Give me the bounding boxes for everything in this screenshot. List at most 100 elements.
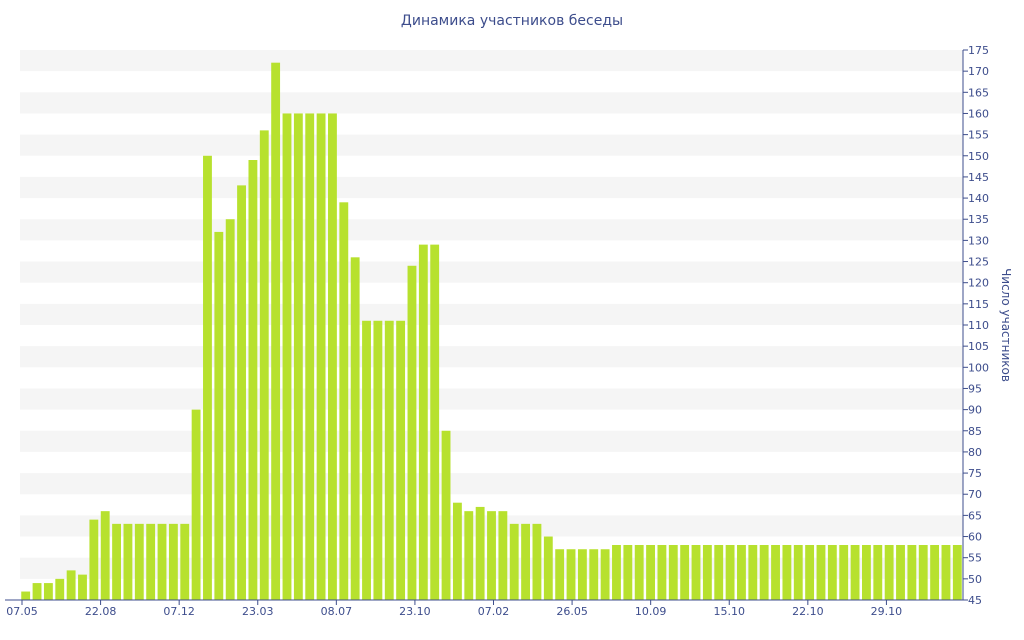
bar[interactable]	[316, 113, 326, 601]
bar[interactable]	[373, 320, 383, 600]
bar[interactable]	[941, 545, 951, 600]
bar[interactable]	[248, 160, 258, 600]
bar[interactable]	[634, 545, 644, 600]
bar[interactable]	[384, 320, 394, 600]
bar[interactable]	[237, 185, 246, 600]
y-tick-label: 45	[968, 594, 982, 607]
bar[interactable]	[271, 62, 281, 600]
bar[interactable]	[543, 536, 553, 600]
bar[interactable]	[521, 523, 531, 600]
bar[interactable]	[612, 545, 621, 600]
bar[interactable]	[225, 219, 235, 601]
bar[interactable]	[555, 549, 565, 600]
bar[interactable]	[884, 545, 894, 600]
bar[interactable]	[771, 545, 780, 600]
bar[interactable]	[350, 257, 360, 600]
bar[interactable]	[43, 583, 53, 600]
bar[interactable]	[896, 545, 905, 600]
bar[interactable]	[839, 545, 849, 600]
bar[interactable]	[55, 578, 65, 600]
bar[interactable]	[850, 545, 860, 600]
x-tick-label: 29.10	[871, 605, 903, 618]
grid-band	[20, 303, 963, 325]
y-tick-label: 170	[968, 65, 989, 78]
bar[interactable]	[702, 545, 712, 600]
bar[interactable]	[589, 549, 599, 600]
y-tick-label: 135	[968, 213, 989, 226]
bar[interactable]	[725, 545, 735, 600]
bar[interactable]	[100, 511, 110, 600]
bar[interactable]	[112, 523, 121, 600]
bar[interactable]	[396, 320, 406, 600]
bar[interactable]	[816, 545, 826, 600]
bar[interactable]	[873, 545, 883, 600]
bar[interactable]	[566, 549, 576, 600]
bar[interactable]	[759, 545, 769, 600]
bar[interactable]	[259, 130, 269, 600]
bar[interactable]	[930, 545, 940, 600]
bars	[21, 62, 962, 601]
x-tick-label: 07.02	[478, 605, 510, 618]
y-tick-label: 65	[968, 509, 982, 522]
bar[interactable]	[452, 502, 462, 600]
bar[interactable]	[214, 231, 224, 601]
bar[interactable]	[282, 113, 292, 601]
bar[interactable]	[600, 549, 610, 600]
bar[interactable]	[339, 202, 349, 600]
bar[interactable]	[293, 113, 303, 601]
x-tick-label: 07.12	[163, 605, 195, 618]
bar[interactable]	[89, 519, 99, 600]
bar[interactable]	[577, 549, 587, 600]
bar[interactable]	[441, 430, 451, 600]
bar[interactable]	[952, 545, 962, 600]
bar[interactable]	[78, 574, 87, 600]
bar[interactable]	[827, 545, 837, 600]
bar[interactable]	[146, 523, 156, 600]
bar[interactable]	[782, 545, 792, 600]
bar[interactable]	[168, 523, 178, 600]
bar[interactable]	[191, 409, 201, 600]
bar[interactable]	[418, 244, 428, 600]
bar[interactable]	[157, 523, 167, 600]
bar[interactable]	[123, 523, 133, 600]
y-tick-label: 110	[968, 319, 989, 332]
bar[interactable]	[464, 511, 474, 600]
bar[interactable]	[748, 545, 758, 600]
bar[interactable]	[509, 523, 519, 600]
bar[interactable]	[691, 545, 701, 600]
x-tick-label: 07.05	[6, 605, 38, 618]
bar[interactable]	[737, 545, 746, 600]
bar[interactable]	[487, 511, 496, 600]
bar[interactable]	[714, 545, 724, 600]
bar[interactable]	[680, 545, 690, 600]
bar[interactable]	[805, 545, 815, 600]
bar[interactable]	[203, 155, 212, 600]
y-tick-label: 75	[968, 467, 982, 480]
bar[interactable]	[623, 545, 633, 600]
bar[interactable]	[305, 113, 315, 601]
bar[interactable]	[66, 570, 76, 600]
y-axis-label: Число участников	[999, 268, 1013, 382]
bar[interactable]	[918, 545, 928, 600]
bar[interactable]	[328, 113, 337, 601]
bar[interactable]	[668, 545, 678, 600]
bar[interactable]	[475, 506, 485, 600]
bar[interactable]	[532, 523, 542, 600]
y-tick-label: 55	[968, 552, 982, 565]
bar[interactable]	[21, 591, 31, 600]
bar[interactable]	[793, 545, 803, 600]
bar[interactable]	[646, 545, 655, 600]
bar[interactable]	[407, 265, 417, 600]
bar[interactable]	[430, 244, 440, 600]
bar[interactable]	[657, 545, 667, 600]
bar[interactable]	[498, 511, 508, 600]
y-tick-label: 50	[968, 573, 982, 586]
bar[interactable]	[134, 523, 144, 600]
bar[interactable]	[180, 523, 190, 600]
bar[interactable]	[32, 583, 42, 600]
bar[interactable]	[907, 545, 917, 600]
bar[interactable]	[362, 320, 371, 600]
y-tick-label: 85	[968, 425, 982, 438]
bar[interactable]	[862, 545, 871, 600]
